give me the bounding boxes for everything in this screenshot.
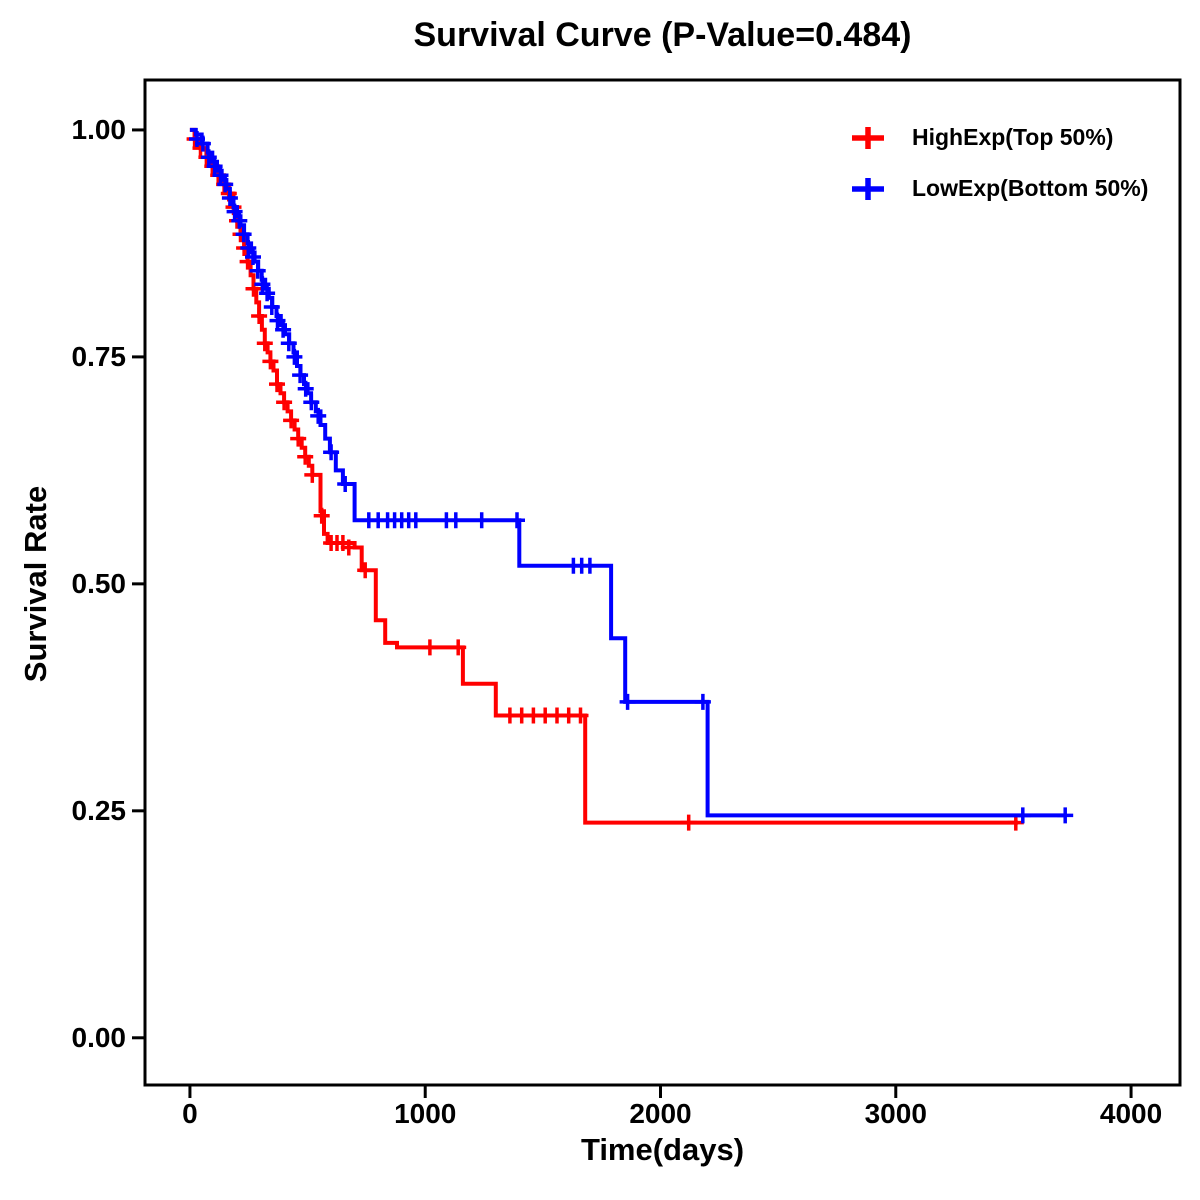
censor-plus-icon: [450, 639, 467, 656]
censor-plus-icon: [254, 276, 271, 293]
censor-plus-icon: [194, 135, 211, 152]
censor-plus-icon: [619, 693, 636, 710]
censor-plus-icon: [200, 149, 217, 166]
y-axis-label: Survival Rate: [18, 485, 53, 683]
x-tick-label: 2000: [629, 1098, 692, 1129]
censor-plus-icon: [276, 394, 293, 411]
censor-plus-icon: [221, 190, 238, 206]
censor-plus-icon: [263, 299, 280, 315]
y-tick-label: 1.00: [71, 113, 127, 145]
censor-plus-icon: [407, 512, 424, 529]
censor-plus-icon: [259, 285, 276, 302]
censor-plus-icon: [249, 262, 266, 279]
chart-title: Survival Curve (P-Value=0.484): [413, 16, 912, 54]
censor-plus-icon: [235, 226, 252, 243]
censor-plus-icon: [1014, 807, 1031, 824]
y-tick-label: 0.25: [71, 794, 127, 826]
censor-plus-icon: [251, 308, 268, 324]
censor-plus-icon: [269, 376, 285, 393]
y-tick-label: 0.75: [71, 340, 127, 372]
censor-plus-icon: [290, 430, 307, 447]
censor-plus-icon: [286, 348, 303, 365]
x-tick-label: 0: [182, 1098, 198, 1129]
censor-plus-icon: [256, 335, 273, 352]
legend-label-lowexp: LowExp(Bottom 50%): [912, 175, 1149, 201]
legend-cross-icon: [852, 127, 884, 149]
censor-plus-icon: [340, 539, 357, 556]
legend-label-highexp: HighExp(Top 50%): [912, 124, 1114, 150]
censor-plus-icon: [337, 476, 354, 492]
censor-plus-icon: [212, 167, 229, 184]
censor-plus-icon: [283, 412, 300, 429]
censor-plus-icon: [275, 321, 292, 338]
censor-plus-icon: [245, 249, 261, 265]
censor-plus-icon: [297, 380, 314, 397]
x-tick-label: 4000: [1099, 1098, 1163, 1129]
censor-plus-icon: [680, 814, 697, 831]
censor-plus-icon: [357, 562, 374, 579]
censor-plus-icon: [304, 466, 321, 483]
censor-plus-icon: [572, 707, 589, 724]
y-tick-label: 0.50: [71, 567, 127, 599]
censor-plus-icon: [581, 557, 598, 574]
y-tick-label: 0.00: [71, 1021, 127, 1053]
x-axis-label: Time(days): [580, 1132, 745, 1167]
censor-plus-icon: [447, 512, 464, 529]
x-tick-label: 1000: [394, 1098, 457, 1129]
censor-plus-icon: [313, 507, 330, 524]
censor-plus-icon: [509, 512, 525, 529]
censor-plus-icon: [310, 407, 327, 424]
censor-plus-icon: [245, 280, 262, 297]
censor-plus-icon: [694, 693, 711, 710]
censor-plus-icon: [226, 203, 243, 220]
censor-plus-icon: [1057, 807, 1074, 824]
plot-border: [143, 78, 1182, 1087]
survival-step-line-1: [189, 127, 1066, 818]
censor-plus-icon: [206, 158, 223, 175]
censor-plus-icon: [231, 212, 248, 229]
x-tick-label: 3000: [864, 1098, 927, 1129]
censor-plus-icon: [292, 367, 309, 384]
censor-plus-icon: [297, 448, 314, 465]
censor-plus-icon: [323, 444, 340, 461]
censor-plus-icon: [269, 312, 286, 329]
censor-plus-icon: [262, 353, 279, 370]
censor-plus-icon: [303, 394, 320, 411]
censor-plus-icon: [421, 639, 438, 656]
legend-cross-icon: [852, 178, 884, 200]
censor-plus-icon: [217, 176, 234, 193]
censor-plus-icon: [280, 335, 297, 352]
censor-plus-icon: [240, 240, 257, 256]
censor-plus-icon: [473, 512, 490, 529]
